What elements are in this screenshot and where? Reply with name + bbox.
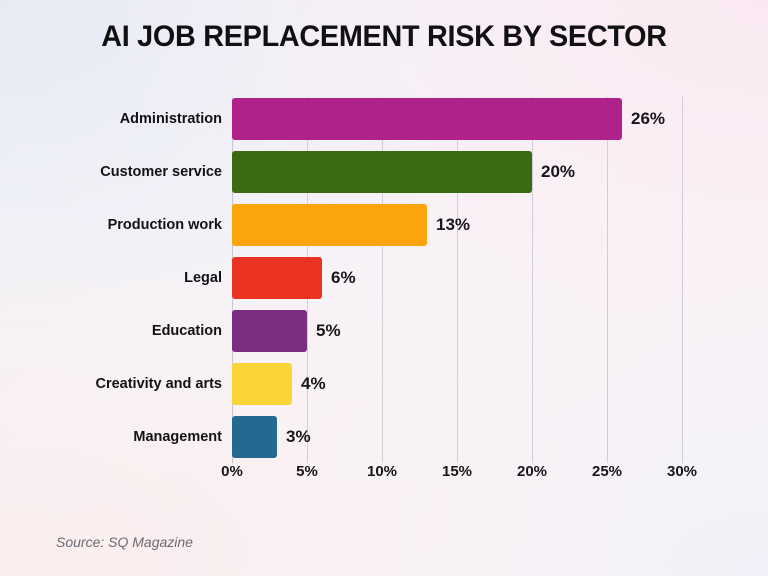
- gridline-20pct: [532, 97, 533, 463]
- category-label-administration: Administration: [119, 111, 222, 127]
- x-tick-label: 30%: [666, 463, 698, 480]
- bar-legal[interactable]: [232, 257, 322, 299]
- category-label-creativity-and-arts: Creativity and arts: [95, 376, 222, 392]
- category-labels-group: Administration Customer service Production…: [12, 97, 222, 463]
- x-tick-label: 25%: [591, 463, 623, 480]
- gridline-10pct: [382, 97, 383, 463]
- bar-management[interactable]: [232, 416, 277, 458]
- bar-production-work[interactable]: [232, 204, 427, 246]
- category-label-education: Education: [151, 323, 222, 339]
- bar-value-label: 4%: [301, 374, 326, 393]
- bar-value-label: 26%: [631, 109, 666, 128]
- bar-row: 4%: [232, 363, 682, 405]
- x-tick-label: 0%: [221, 463, 243, 480]
- category-label-legal: Legal: [184, 270, 222, 286]
- bar-row: 20%: [232, 151, 682, 193]
- bar-row: 26%: [232, 98, 682, 140]
- gridline-15pct: [457, 97, 458, 463]
- bar-value-label: 6%: [331, 268, 356, 287]
- bar-customer-service[interactable]: [232, 151, 532, 193]
- x-tick-label: 5%: [296, 463, 318, 480]
- category-label-management: Management: [133, 429, 222, 445]
- category-label-customer-service: Customer service: [100, 164, 222, 180]
- bar-row: 6%: [232, 257, 682, 299]
- bar-row: 13%: [232, 204, 682, 246]
- bar-administration[interactable]: [232, 98, 622, 140]
- bar-row: 3%: [232, 416, 682, 458]
- page-title: AI JOB REPLACEMENT RISK BY SECTOR: [101, 20, 667, 53]
- bar-row: 5%: [232, 310, 682, 352]
- bar-value-label: 13%: [436, 215, 471, 234]
- plot-area: 26% 20% 13% 6% 5% 4% 3%: [232, 97, 683, 463]
- x-tick-label: 15%: [441, 463, 473, 480]
- source-note: Source: SQ Magazine: [56, 534, 193, 550]
- x-tick-label: 10%: [366, 463, 398, 480]
- bar-value-label: 20%: [541, 162, 576, 181]
- gridline-25pct: [607, 97, 608, 463]
- bar-education[interactable]: [232, 310, 307, 352]
- category-label-production-work: Production work: [107, 217, 222, 233]
- gridline-30pct: [682, 97, 683, 463]
- bar-creativity-and-arts[interactable]: [232, 363, 292, 405]
- bar-value-label: 3%: [286, 427, 311, 446]
- bar-value-label: 5%: [316, 321, 341, 340]
- x-axis-ticks: 0% 5% 10% 15% 20% 25% 30%: [221, 463, 697, 489]
- x-tick-label: 20%: [516, 463, 548, 480]
